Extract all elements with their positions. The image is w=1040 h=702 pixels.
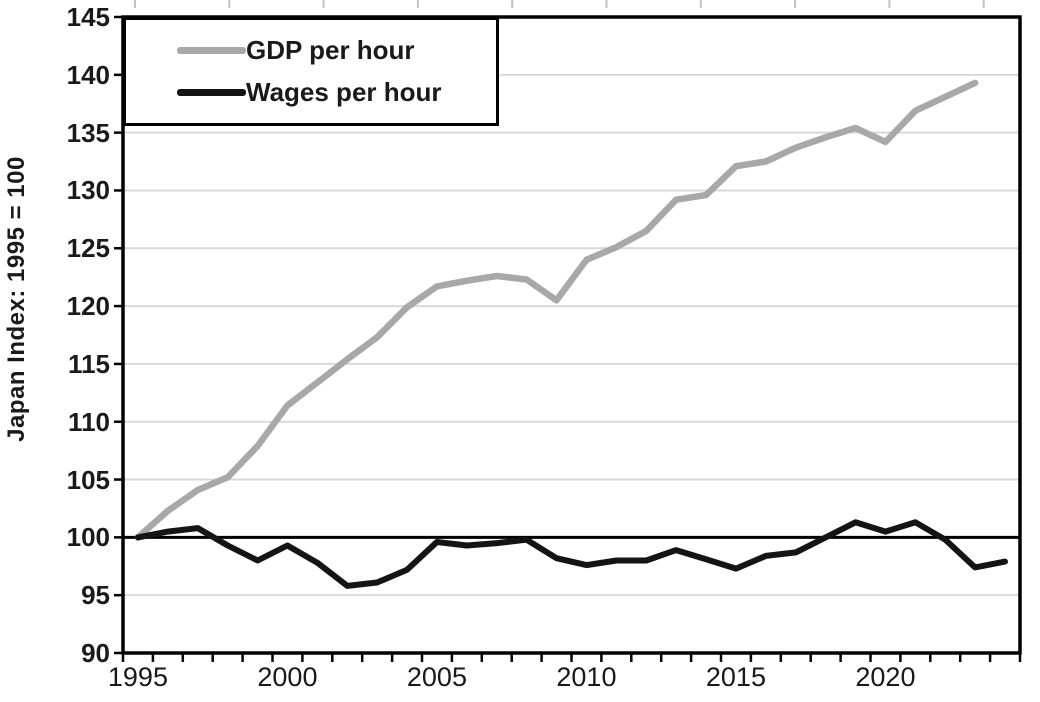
wages-line-swatch bbox=[177, 89, 246, 97]
legend-label-gdp: GDP per hour bbox=[246, 34, 415, 65]
legend: GDP per hour Wages per hour bbox=[123, 17, 499, 126]
x-tick-label-2015: 2015 bbox=[705, 662, 766, 692]
y-tick-label-105: 105 bbox=[66, 464, 110, 495]
y-tick-label-130: 130 bbox=[66, 175, 110, 206]
y-tick-label-125: 125 bbox=[66, 233, 110, 264]
x-tick-label-2000: 2000 bbox=[257, 662, 318, 692]
legend-item-wages: Wages per hour bbox=[177, 77, 496, 108]
x-tick-label-2010: 2010 bbox=[556, 662, 617, 692]
y-tick-label-110: 110 bbox=[68, 406, 110, 437]
x-tick-label-2020: 2020 bbox=[855, 662, 916, 692]
y-tick-label-145: 145 bbox=[66, 2, 110, 32]
y-tick-label-90: 90 bbox=[81, 638, 110, 668]
y-tick-label-95: 95 bbox=[81, 580, 110, 611]
y-tick-label-135: 135 bbox=[66, 117, 110, 148]
legend-item-gdp: GDP per hour bbox=[177, 35, 496, 66]
series-line-wages-per-hour bbox=[134, 519, 1008, 589]
y-tick-label-120: 120 bbox=[66, 291, 110, 322]
legend-label-wages: Wages per hour bbox=[246, 77, 442, 108]
series-line-gdp-per-hour bbox=[134, 79, 979, 541]
y-tick-label-140: 140 bbox=[66, 59, 110, 90]
x-tick-label-2005: 2005 bbox=[406, 662, 467, 692]
y-tick-label-100: 100 bbox=[66, 522, 110, 553]
x-tick-label-1995: 1995 bbox=[107, 662, 168, 692]
gdp-line-swatch bbox=[177, 46, 246, 54]
y-tick-label-115: 115 bbox=[68, 348, 110, 379]
